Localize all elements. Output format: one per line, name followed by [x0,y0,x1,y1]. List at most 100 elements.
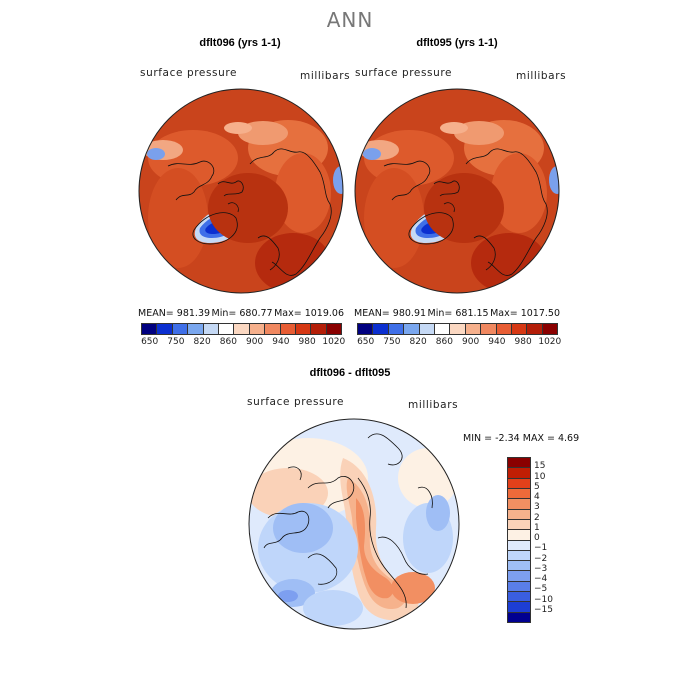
diff-min: -2.34 [495,433,520,444]
colorbar-swatch [172,324,189,334]
colorbar-tick-label: 750 [383,337,401,347]
colorbar-swatch [311,324,327,334]
colorbar-swatch [295,324,312,334]
colorbar-tick-label: −3 [534,563,548,574]
colorbar-swatch [496,324,512,334]
colorbar-tick-label: 5 [534,481,540,492]
colorbar-tick-label: −15 [534,604,553,615]
colorbar-tick-label: 820 [193,337,211,347]
colorbar-swatch [508,478,530,489]
colorbar-swatch [508,602,530,613]
panel1-stats: MEAN= 981.39 Min= 680.77 Max= 1019.06 [138,308,344,319]
colorbar-swatch [358,324,374,334]
colorbar-swatch [508,519,530,531]
colorbar-tick-label: 900 [246,337,264,347]
colorbar-tick-label: −10 [534,594,553,605]
colorbar-swatch [508,458,530,469]
colorbar-swatch [511,324,528,334]
colorbar-swatch [265,324,281,334]
colorbar-tick-label: 0 [534,533,540,543]
colorbar-swatch [508,612,530,622]
colorbar-tick-label: 650 [357,337,375,347]
colorbar-swatch [280,324,296,334]
colorbar-tick-label: 1 [534,522,540,533]
colorbar-swatch [450,324,466,334]
diff-units: millibars [408,399,459,411]
diff-panel-title: dflt096 - dflt095 [309,367,391,379]
diff-colorbar-ticks: 15 10 5 4 3 2 1 0 −1 −2 −3 −4 −5 −10 −15 [534,457,574,621]
colorbar-swatch [508,509,530,520]
panel2-colorbar-ticks: 650 750 820 860 900 940 980 1020 [357,337,561,349]
panel1-colorbar [141,323,342,335]
panel1-max: 1019.06 [304,308,344,319]
colorbar-tick-label: 820 [409,337,427,347]
colorbar-swatch [203,324,219,334]
colorbar-swatch [326,324,342,334]
panel1-map [138,88,344,294]
colorbar-tick-label: 4 [534,492,540,502]
colorbar-swatch [404,324,420,334]
colorbar-swatch [508,488,530,500]
panel1-min: 680.77 [239,308,273,319]
panel2-title: dflt095 (yrs 1-1) [416,37,498,49]
colorbar-swatch [188,324,204,334]
colorbar-swatch [157,324,173,334]
diff-map [248,418,460,630]
panel2-mean: 980.91 [392,308,427,319]
panel2-max: 1017.50 [520,308,560,319]
colorbar-tick-label: 1020 [538,337,562,347]
panel1-colorbar-ticks: 650 750 820 860 900 940 980 1020 [141,337,345,349]
colorbar-tick-label: 650 [141,337,159,347]
colorbar-swatch [508,561,530,572]
colorbar-swatch [508,550,530,562]
colorbar-swatch [419,324,435,334]
panel2-min: 681.15 [455,308,489,319]
panel2-field-label: surface pressure [355,67,453,79]
colorbar-tick-label: 940 [488,337,506,347]
colorbar-swatch [542,324,558,334]
colorbar-swatch [142,324,158,334]
panel2-units: millibars [516,70,567,82]
colorbar-swatch [465,324,482,334]
panel1-title: dflt096 (yrs 1-1) [199,37,281,49]
figure-title: ANN [326,8,374,32]
colorbar-tick-label: −5 [534,584,548,595]
diff-max: 4.69 [557,433,580,444]
colorbar-swatch [508,581,530,593]
panel2-stats: MEAN= 980.91 Min= 681.15 Max= 1017.50 [354,308,560,319]
colorbar-tick-label: 15 [534,461,546,472]
colorbar-tick-label: 2 [534,512,540,523]
panel2-map [354,88,560,294]
diff-field-label: surface pressure [247,396,345,408]
colorbar-tick-label: 860 [219,337,237,347]
colorbar-swatch [508,571,530,582]
panel1-field-label: surface pressure [140,67,238,79]
colorbar-tick-label: 10 [534,471,546,482]
diff-stats: MIN = -2.34 MAX = 4.69 [463,433,580,444]
panel2-colorbar [357,323,558,335]
colorbar-tick-label: 980 [514,337,532,347]
colorbar-swatch [218,324,235,334]
colorbar-swatch [234,324,250,334]
colorbar-tick-label: 750 [167,337,185,347]
colorbar-swatch [434,324,451,334]
colorbar-swatch [508,592,530,603]
colorbar-tick-label: 860 [435,337,453,347]
panel1-mean: 981.39 [176,308,211,319]
colorbar-swatch [508,530,530,541]
colorbar-tick-label: −2 [534,553,548,564]
colorbar-tick-label: 3 [534,502,540,513]
colorbar-swatch [508,468,530,479]
colorbar-swatch [388,324,405,334]
diff-colorbar [507,457,531,623]
colorbar-tick-label: 940 [272,337,290,347]
colorbar-tick-label: 1020 [322,337,346,347]
colorbar-tick-label: −1 [534,543,548,554]
panel1-units: millibars [300,70,351,82]
colorbar-swatch [508,540,530,551]
colorbar-swatch [481,324,497,334]
colorbar-tick-label: −4 [534,574,548,584]
colorbar-tick-label: 900 [462,337,480,347]
colorbar-swatch [508,499,530,510]
colorbar-swatch [249,324,266,334]
